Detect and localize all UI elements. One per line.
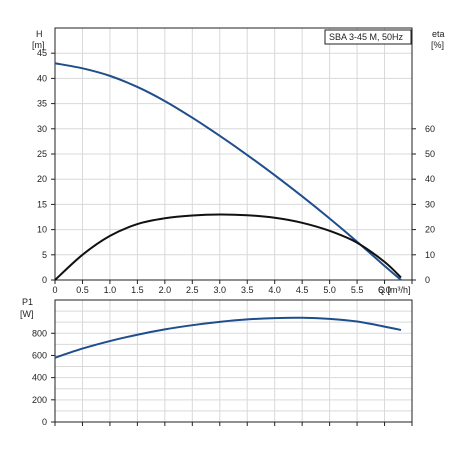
h-tick-label: 15 (37, 199, 47, 209)
h-tick-label: 10 (37, 225, 47, 235)
head-efficiency-chart: H [m] eta [%] SBA 3-45 M, 50Hz 0 5 10 15 20 2… (32, 27, 445, 295)
h-axis-unit: [m] (32, 40, 45, 50)
eta-tick-label: 0 (425, 275, 430, 285)
eta-axis-title: eta (432, 29, 445, 39)
bottom-plot-frame (54, 299, 413, 423)
top-plot-frame (54, 27, 413, 281)
h-tick-label: 25 (37, 149, 47, 159)
bottom-axis-ticks (51, 332, 413, 426)
eta-tick-label: 10 (425, 250, 435, 260)
eta-tick-label: 50 (425, 149, 435, 159)
h-head-curve (54, 62, 402, 281)
h-tick-label: 30 (37, 124, 47, 134)
bottom-series-lines (54, 316, 402, 359)
eta-tick-label: 30 (425, 199, 435, 209)
eta-efficiency-curve (54, 213, 402, 281)
p1-tick-label: 400 (32, 373, 47, 383)
p1-tick-label: 600 (32, 350, 47, 360)
q-tick-label: 0 (52, 285, 57, 295)
x-axis-title: Q [m³/h] (378, 285, 411, 295)
bottom-gridlines (54, 299, 413, 423)
p1-tick-label: 800 (32, 328, 47, 338)
h-tick-labels: 0 5 10 15 20 25 30 35 40 45 (37, 48, 47, 285)
p1-tick-labels: 0 200 400 600 800 (32, 328, 47, 427)
p1-tick-label: 0 (42, 417, 47, 427)
q-tick-label: 4.5 (296, 285, 309, 295)
q-tick-label: 1.5 (131, 285, 144, 295)
h-tick-label: 35 (37, 99, 47, 109)
q-tick-label: 4.0 (268, 285, 281, 295)
eta-tick-label: 40 (425, 174, 435, 184)
eta-tick-label: 60 (425, 124, 435, 134)
p1-axis-unit: [W] (20, 309, 34, 319)
q-tick-label: 2.5 (186, 285, 199, 295)
h-axis-title: H (36, 29, 43, 39)
h-tick-label: 5 (42, 250, 47, 260)
legend-box (324, 29, 412, 45)
q-tick-label: 5.0 (323, 285, 336, 295)
top-series-lines (54, 62, 402, 281)
h-tick-label: 40 (37, 73, 47, 83)
q-tick-label: 2.0 (159, 285, 172, 295)
top-axis-ticks (51, 52, 416, 284)
h-tick-label: 20 (37, 174, 47, 184)
eta-axis-unit: [%] (431, 40, 444, 50)
legend-label: SBA 3-45 M, 50Hz (329, 32, 404, 42)
q-tick-label: 0.5 (76, 285, 89, 295)
h-tick-label: 45 (37, 48, 47, 58)
p1-tick-label: 200 (32, 395, 47, 405)
q-tick-labels: 0 0.5 1.0 1.5 2.0 2.5 3.0 3.5 4.0 4.5 5.0 5.5 6.0 (52, 285, 390, 295)
p1-power-curve (54, 316, 402, 359)
p1-axis-title: P1 (22, 297, 33, 307)
q-tick-label: 1.0 (104, 285, 117, 295)
h-tick-label: 0 (42, 275, 47, 285)
q-tick-label: 5.5 (351, 285, 364, 295)
eta-tick-label: 20 (425, 225, 435, 235)
q-tick-label: 3.5 (241, 285, 254, 295)
q-tick-label: 6.0 (378, 285, 391, 295)
power-chart: P1 [W] 0 200 400 600 800 (20, 297, 413, 427)
q-tick-label: 3.0 (214, 285, 227, 295)
eta-tick-labels: 0 10 20 30 40 50 60 (425, 124, 435, 285)
